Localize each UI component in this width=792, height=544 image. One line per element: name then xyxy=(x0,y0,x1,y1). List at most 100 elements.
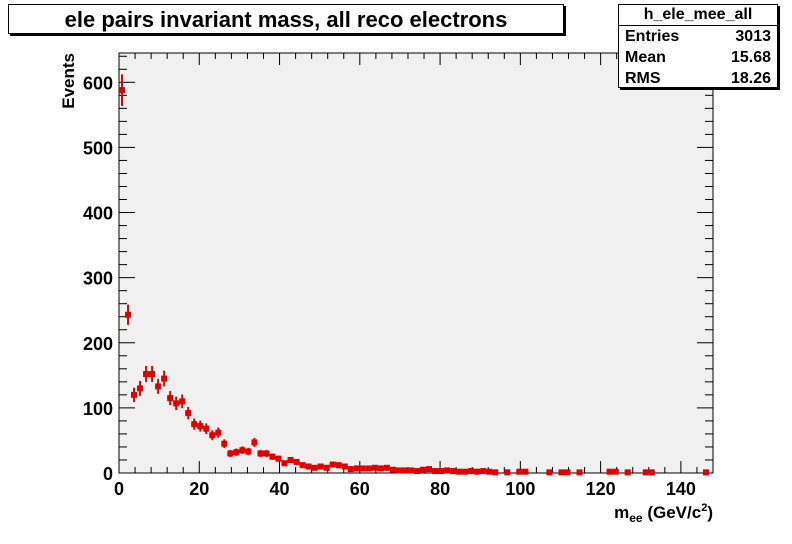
x-tick-label: 60 xyxy=(350,479,370,499)
stats-rms-label: RMS xyxy=(625,70,661,87)
x-tick-label: 100 xyxy=(505,479,535,499)
data-point-marker xyxy=(119,87,126,94)
data-point-marker xyxy=(383,464,390,471)
data-point-marker xyxy=(281,460,288,467)
data-point-marker xyxy=(558,469,565,476)
data-point-marker xyxy=(221,440,228,447)
data-point-marker xyxy=(462,468,469,475)
data-point-marker xyxy=(612,468,619,475)
data-point-marker xyxy=(474,468,481,475)
data-point-marker xyxy=(432,468,439,475)
data-point-marker xyxy=(173,400,180,407)
data-point-marker xyxy=(377,465,384,472)
data-point-marker xyxy=(179,398,186,405)
x-axis-label: mee (GeV/c2) xyxy=(614,502,713,525)
data-point-marker xyxy=(245,448,252,455)
data-point-marker xyxy=(522,468,529,475)
data-point-marker xyxy=(185,410,192,417)
chart-title: ele pairs invariant mass, all reco elect… xyxy=(64,7,508,32)
y-axis-label: Events xyxy=(59,53,78,109)
data-point-marker xyxy=(203,425,210,432)
y-tick-label: 500 xyxy=(83,138,113,158)
stats-mean-label: Mean xyxy=(625,49,666,66)
data-point-marker xyxy=(426,466,433,473)
data-point-marker xyxy=(293,458,300,465)
data-point-marker xyxy=(444,467,451,474)
data-point-marker xyxy=(299,462,306,469)
stats-entries-value: 3013 xyxy=(735,28,771,45)
data-point-marker xyxy=(450,468,457,475)
data-point-marker xyxy=(329,461,336,468)
data-point-marker xyxy=(323,464,330,471)
data-point-marker xyxy=(389,466,396,473)
stats-row-entries: Entries 3013 xyxy=(619,26,777,47)
data-point-marker xyxy=(317,463,324,470)
data-point-marker xyxy=(335,462,342,469)
stats-histogram-name: h_ele_mee_all xyxy=(619,5,777,26)
data-point-marker xyxy=(480,468,487,475)
data-point-marker xyxy=(371,464,378,471)
data-point-marker xyxy=(311,464,318,471)
y-tick-label: 400 xyxy=(83,204,113,224)
data-point-marker xyxy=(347,466,354,473)
data-point-marker xyxy=(125,311,132,318)
data-point-marker xyxy=(251,439,258,446)
data-point-marker xyxy=(401,467,408,474)
data-point-marker xyxy=(215,429,222,436)
y-tick-label: 300 xyxy=(83,269,113,289)
x-tick-label: 140 xyxy=(666,479,696,499)
data-point-marker xyxy=(257,450,264,457)
data-point-marker xyxy=(275,455,282,462)
data-point-marker xyxy=(233,449,240,456)
data-point-marker xyxy=(197,423,204,430)
data-point-marker xyxy=(456,468,463,475)
data-point-marker xyxy=(438,468,445,475)
data-point-marker xyxy=(576,469,583,476)
data-point-marker xyxy=(137,385,144,392)
data-point-marker xyxy=(167,395,174,402)
data-point-marker xyxy=(492,469,499,476)
data-point-marker xyxy=(149,371,156,378)
data-point-marker xyxy=(341,463,348,470)
data-point-marker xyxy=(407,467,414,474)
y-tick-label: 100 xyxy=(83,399,113,419)
data-point-marker xyxy=(155,383,162,390)
data-point-marker xyxy=(468,468,475,475)
stats-row-rms: RMS 18.26 xyxy=(619,68,777,89)
data-point-marker xyxy=(191,421,198,428)
data-point-marker xyxy=(209,432,216,439)
stats-row-mean: Mean 15.68 xyxy=(619,47,777,68)
data-point-marker xyxy=(239,447,246,454)
x-tick-label: 120 xyxy=(586,479,616,499)
data-point-marker xyxy=(606,468,613,475)
x-tick-label: 0 xyxy=(114,479,124,499)
title-box: ele pairs invariant mass, all reco elect… xyxy=(8,4,564,34)
data-point-marker xyxy=(642,469,649,476)
y-tick-label: 600 xyxy=(83,73,113,93)
stats-rms-value: 18.26 xyxy=(730,70,771,87)
y-tick-label: 0 xyxy=(103,464,113,484)
x-tick-label: 40 xyxy=(270,479,290,499)
stats-box: h_ele_mee_all Entries 3013 Mean 15.68 RM… xyxy=(618,4,778,88)
stats-mean-value: 15.68 xyxy=(730,49,771,66)
plot-area xyxy=(118,52,714,474)
data-point-marker xyxy=(702,469,709,476)
data-point-marker xyxy=(161,375,168,382)
x-tick-label: 20 xyxy=(189,479,209,499)
data-point-marker xyxy=(287,456,294,463)
data-point-marker xyxy=(648,469,655,476)
x-tick-label: 80 xyxy=(430,479,450,499)
stats-entries-label: Entries xyxy=(625,28,680,45)
data-point-marker xyxy=(395,467,402,474)
data-point-marker xyxy=(353,465,360,472)
data-point-marker xyxy=(263,450,270,457)
data-point-marker xyxy=(305,463,312,470)
data-point-marker xyxy=(131,391,138,398)
data-point-marker xyxy=(414,468,421,475)
y-tick-label: 200 xyxy=(83,334,113,354)
data-point-marker xyxy=(143,371,150,378)
data-point-marker xyxy=(564,469,571,476)
data-point-marker xyxy=(359,465,366,472)
data-point-marker xyxy=(486,468,493,475)
